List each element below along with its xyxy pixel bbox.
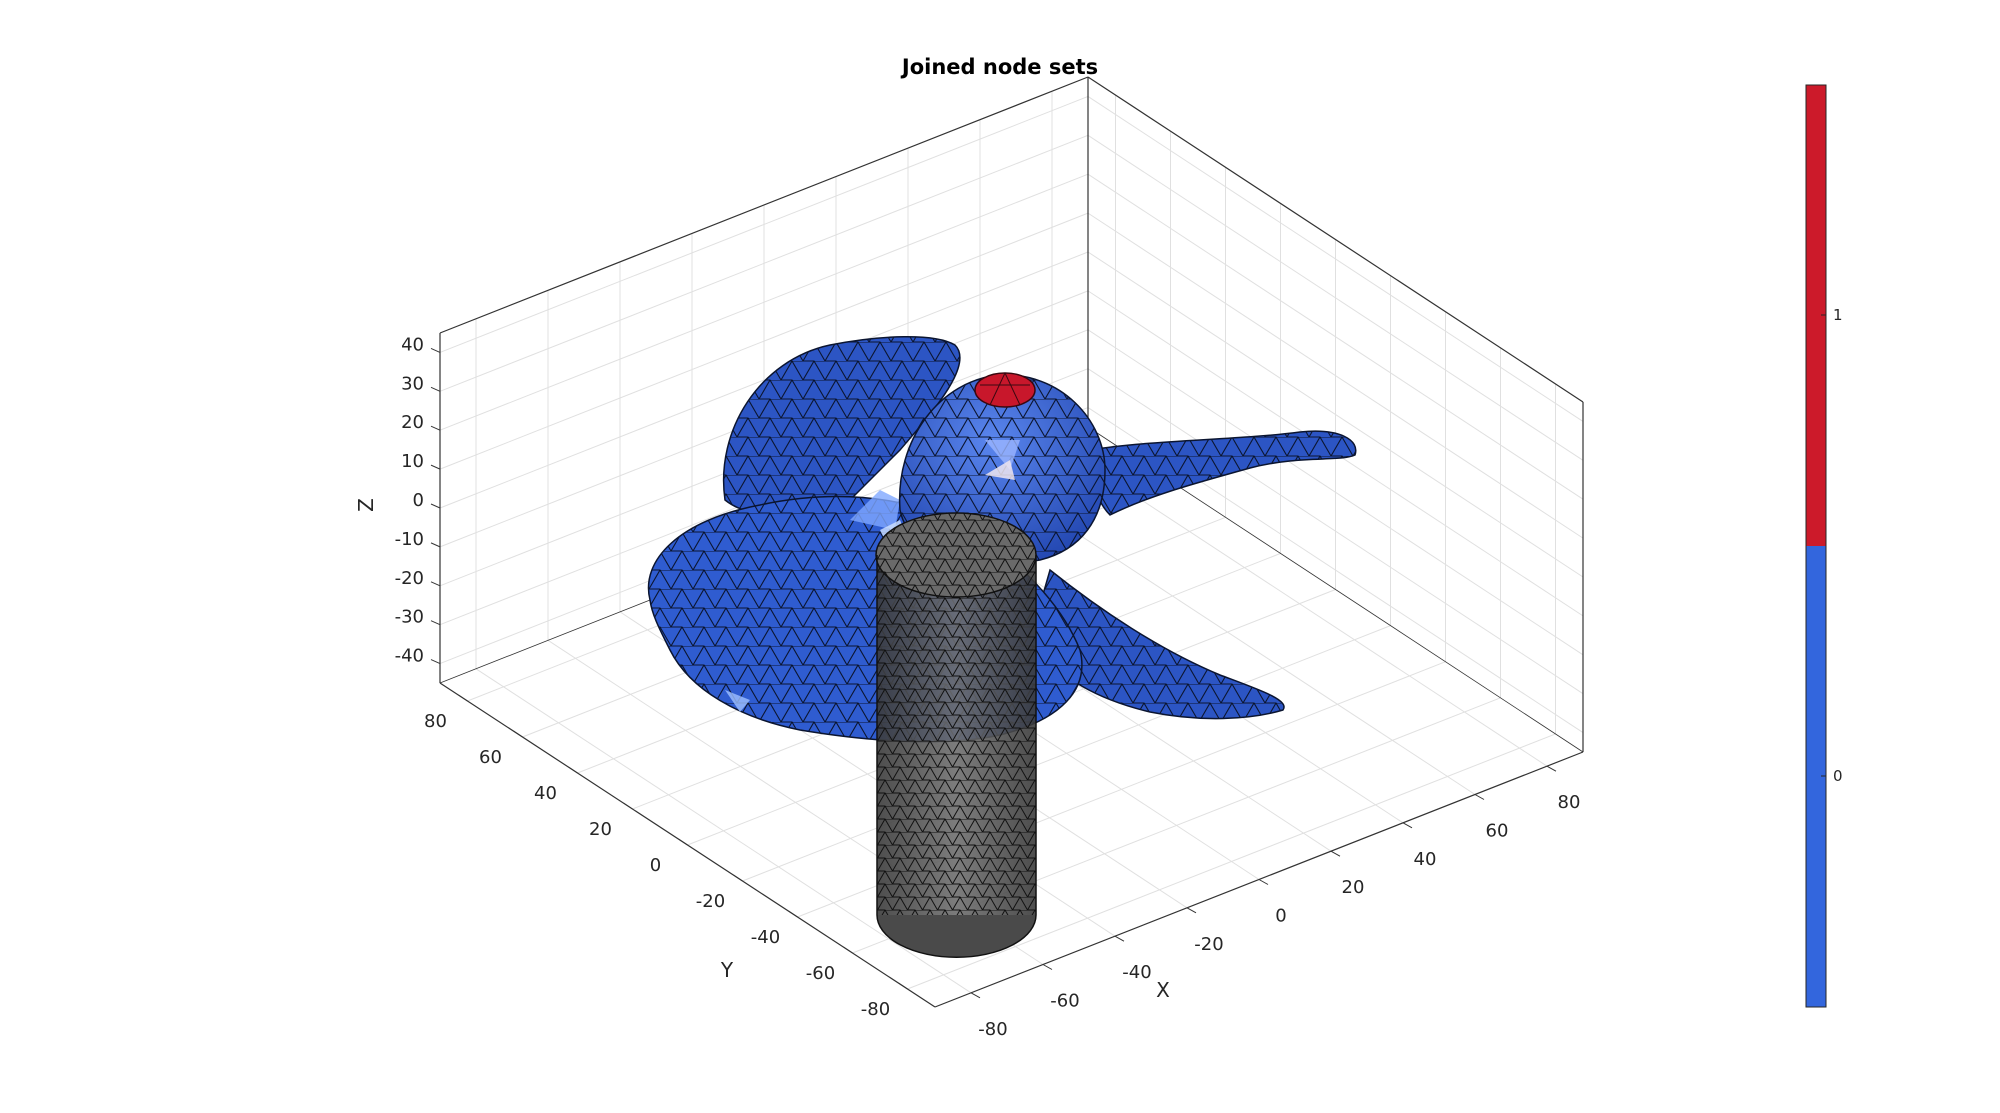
x-tick-mark [970, 992, 981, 999]
z-gridline-right [1087, 329, 1584, 656]
y-tick-mark [458, 694, 468, 702]
colorbar-tick-0: 0 [1833, 767, 1843, 785]
x-tick-label: 60 [1486, 821, 1509, 842]
y-tick-label: -20 [696, 891, 725, 912]
z-tick-mark [430, 347, 441, 353]
x-tick-label: -80 [978, 1019, 1007, 1040]
z-tick-mark [430, 386, 441, 392]
y-tick-mark [678, 838, 688, 846]
z-gridline-right [1087, 134, 1584, 461]
z-gridline-back [439, 173, 1089, 431]
y-tick-label: -40 [751, 927, 780, 948]
x-tick-mark [1330, 850, 1341, 857]
z-gridline-right [1087, 96, 1584, 422]
y-tick-mark [733, 874, 743, 882]
y-tick-label: -60 [806, 963, 835, 984]
x-tick-label: -20 [1194, 934, 1223, 955]
z-gridline-back [439, 134, 1089, 392]
y-tick-mark [513, 730, 523, 738]
y-tick-mark [843, 946, 853, 954]
z-tick-labels: -40 -30 -20 -10 0 10 20 30 40 [395, 334, 424, 666]
chart-title: Joined node sets [900, 55, 1098, 79]
joined-nodes [974, 372, 1036, 408]
x-tick-label: 20 [1342, 877, 1365, 898]
cylinder [875, 512, 1037, 959]
axis-edge [1087, 76, 1584, 403]
z-gridline-back [439, 95, 1089, 353]
z-gridline-right [1087, 368, 1584, 695]
x-tick-mark [1402, 822, 1413, 829]
y-tick-mark [568, 766, 578, 774]
z-tick-mark [430, 425, 441, 431]
colorbar: 1 0 [1805, 84, 1843, 1008]
x-tick-mark [1042, 964, 1053, 970]
z-tick-mark [430, 659, 441, 665]
colorbar-level-0 [1806, 546, 1826, 1007]
z-tick-label: 0 [413, 490, 424, 511]
x-tick-mark [1114, 935, 1125, 942]
x-tick-mark [1186, 907, 1197, 914]
z-tick-label: -40 [395, 646, 424, 667]
x-tick-label: -60 [1050, 991, 1079, 1012]
z-tick-mark [430, 503, 441, 509]
z-tick-label: -30 [395, 607, 424, 628]
z-axis-label: Z [354, 498, 378, 512]
colorbar-level-1 [1806, 85, 1826, 546]
colorbar-tick-1: 1 [1833, 306, 1843, 324]
z-gridline-right [1087, 251, 1584, 578]
z-tick-label: 20 [401, 412, 424, 433]
z-tick-label: 30 [401, 373, 424, 394]
x-tick-label: 40 [1414, 849, 1437, 870]
y-axis-label: Y [720, 958, 734, 982]
y-tick-label: 80 [424, 711, 447, 732]
x-tick-label: -40 [1122, 962, 1151, 983]
z-tick-mark [430, 581, 441, 587]
y-tick-mark [623, 802, 633, 810]
x-tick-label: 80 [1558, 792, 1581, 813]
y-tick-mark [788, 910, 798, 918]
z-gridline-right [1087, 212, 1584, 539]
z-gridline-right [1087, 173, 1584, 500]
z-tick-label: -10 [395, 529, 424, 550]
y-tick-label: 20 [589, 819, 612, 840]
z-gridline-back [439, 212, 1089, 470]
y-tick-label: -80 [861, 999, 890, 1020]
z-tick-label: -20 [395, 568, 424, 589]
x-tick-mark [1474, 794, 1485, 800]
axis-edge [439, 76, 1089, 334]
y-tick-label: 60 [479, 747, 502, 768]
floor-gridline-y [742, 625, 1391, 882]
floor-gridline-y [907, 733, 1556, 990]
y-tick-label: 40 [534, 783, 557, 804]
z-tick-mark [430, 620, 441, 626]
y-tick-labels: -80 -60 -40 -20 0 20 40 60 80 [424, 711, 890, 1020]
z-gridline-back [439, 251, 1089, 509]
z-tick-mark [430, 464, 441, 470]
y-tick-label: 0 [650, 855, 661, 876]
y-tick-mark [898, 982, 908, 990]
x-tick-label: 0 [1275, 906, 1286, 927]
x-tick-mark [1546, 765, 1557, 772]
z-tick-mark [430, 542, 441, 548]
z-tick-label: 10 [401, 451, 424, 472]
x-tick-labels: -80 -60 -40 -20 0 20 40 60 80 [978, 792, 1580, 1040]
x-axis-label: X [1156, 978, 1170, 1002]
z-tick-label: 40 [401, 334, 424, 355]
x-tick-mark [1258, 879, 1269, 885]
